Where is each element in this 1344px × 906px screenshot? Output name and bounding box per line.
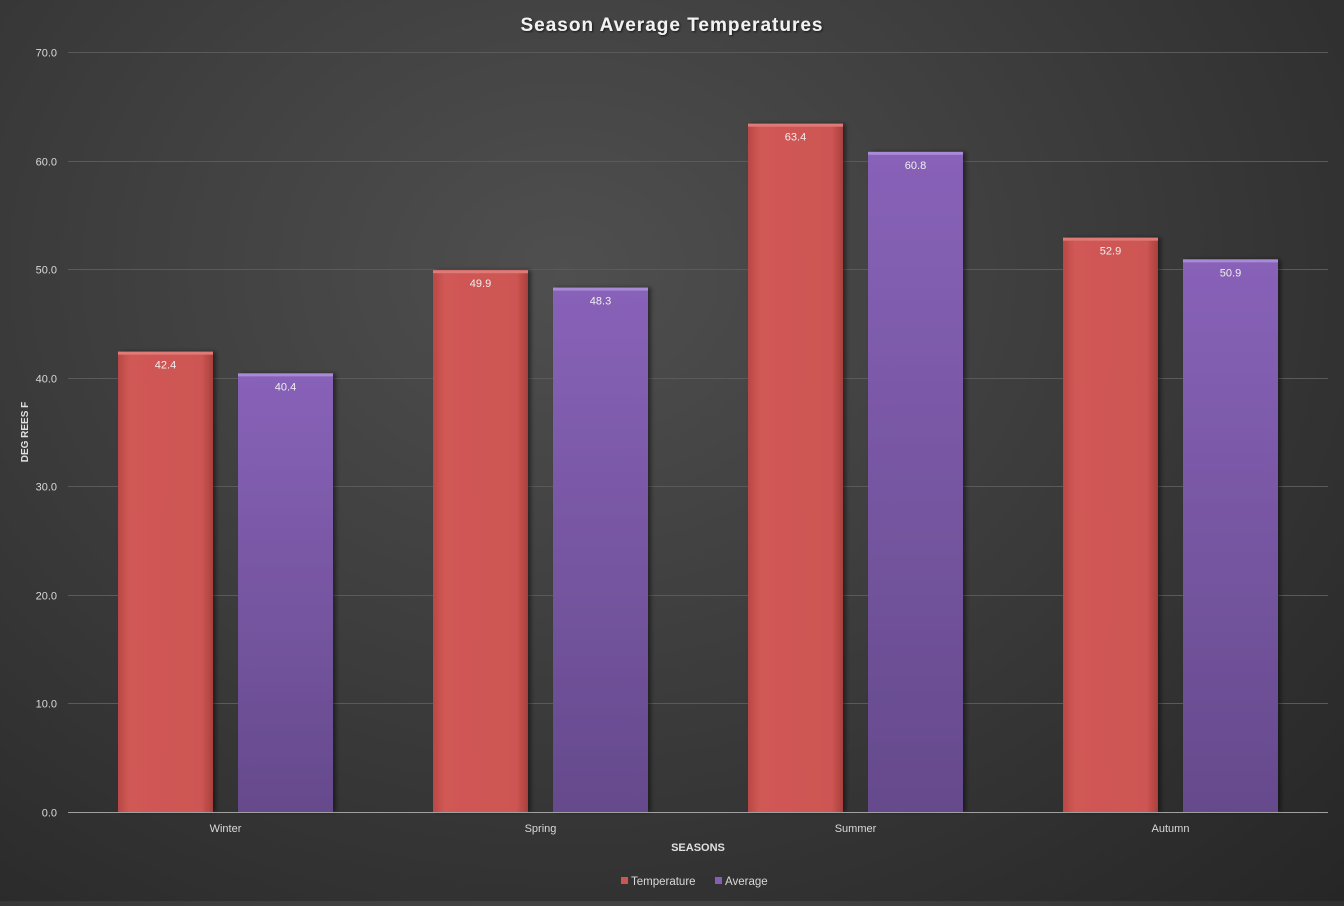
y-tick-label: 50.0 [36,265,57,277]
bar-average-cap [238,373,333,377]
bar-temperature-cap [748,123,843,127]
chart-title: Season Average Temperatures [521,15,824,36]
data-label: 60.8 [905,160,926,172]
y-axis-ticks: 0.0 10.0 20.0 30.0 40.0 50.0 60.0 70.0 [36,48,57,820]
data-label: 63.4 [785,132,806,144]
y-tick-label: 60.0 [36,157,57,169]
x-tick-label: Spring [525,823,557,835]
bar-temperature[interactable] [748,123,843,812]
legend-label-average: Average [725,876,768,888]
bar-temperature-cap [1063,237,1158,241]
x-axis-ticks: Winter Spring Summer Autumn [210,823,1190,835]
bar-temperature[interactable] [1063,237,1158,812]
data-label: 49.9 [470,278,491,290]
bar-average-cap [868,151,963,155]
x-tick-label: Winter [210,823,242,835]
bar-temperature[interactable] [433,270,528,812]
y-tick-label: 10.0 [36,699,57,711]
data-label: 40.4 [275,381,296,393]
legend-item-temperature[interactable]: Temperature [621,876,696,888]
y-axis-title: DEG REES F [20,402,31,463]
bar-average[interactable] [868,151,963,812]
y-tick-label: 30.0 [36,482,57,494]
bars-layer [118,123,1278,813]
legend-swatch-temperature [621,877,628,884]
data-label: 42.4 [155,360,176,372]
data-labels-layer: 42.4 40.4 49.9 48.3 63.4 60.8 52.9 50.9 [155,132,1241,394]
y-tick-label: 40.0 [36,374,57,386]
data-label: 48.3 [590,296,611,308]
y-tick-label: 70.0 [36,48,57,60]
bar-average-cap [1183,259,1278,263]
x-tick-label: Autumn [1152,823,1190,835]
legend: Temperature Average [621,876,768,888]
bar-average[interactable] [238,373,333,812]
bar-temperature[interactable] [118,351,213,812]
data-label: 50.9 [1220,267,1241,279]
bar-average[interactable] [1183,259,1278,812]
x-tick-label: Summer [835,823,877,835]
bar-temperature-cap [118,351,213,355]
y-tick-label: 20.0 [36,591,57,603]
data-label: 52.9 [1100,246,1121,258]
bar-average-cap [553,287,648,291]
legend-item-average[interactable]: Average [715,876,768,888]
bar-temperature-cap [433,270,528,274]
legend-label-temperature: Temperature [631,876,696,888]
x-axis-title: SEASONS [671,842,725,854]
legend-swatch-average [715,877,722,884]
bar-average[interactable] [553,287,648,813]
y-tick-label: 0.0 [42,808,57,820]
